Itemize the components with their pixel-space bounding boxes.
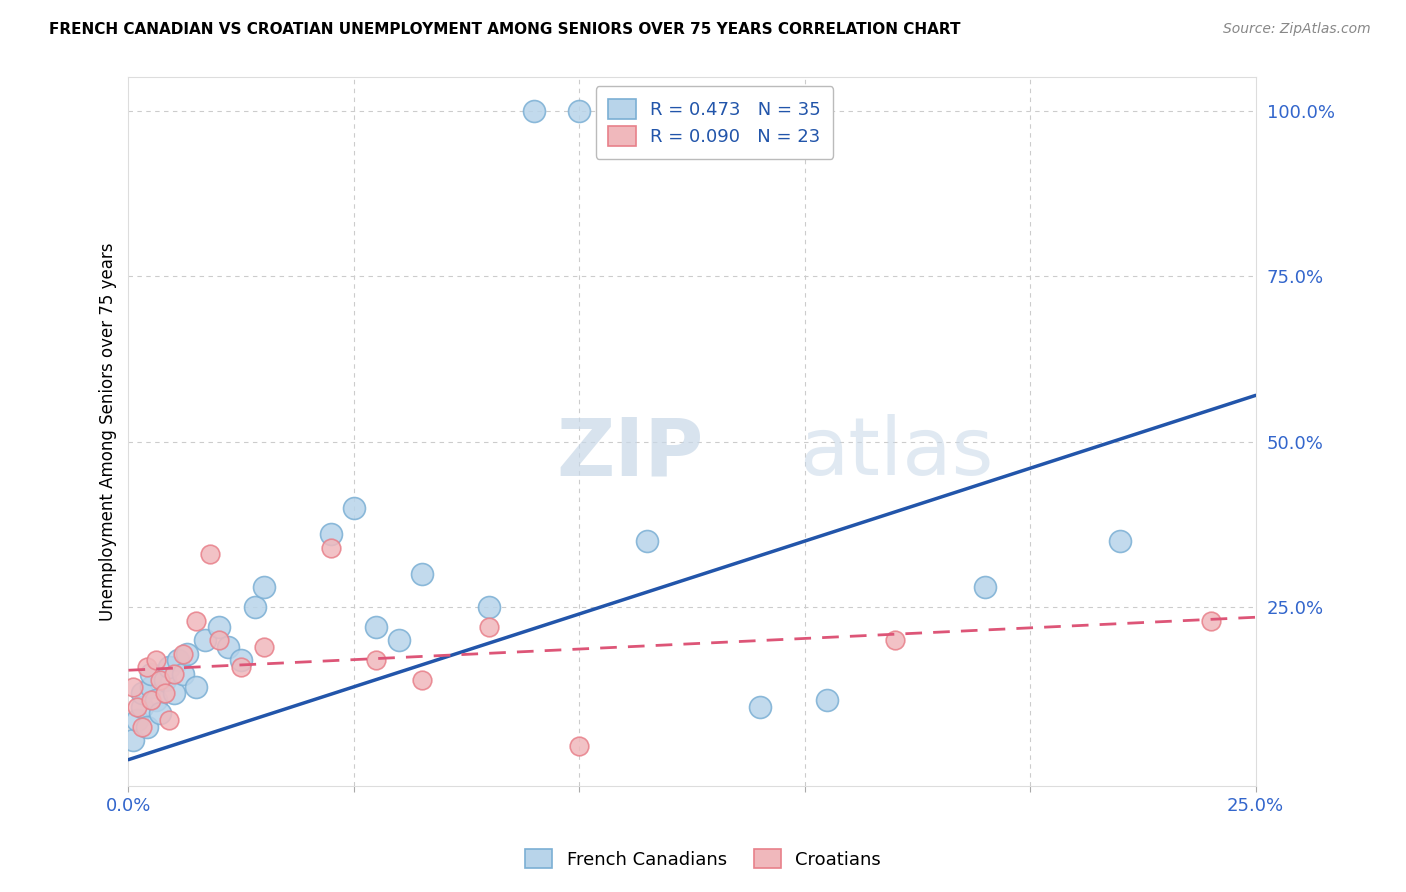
Point	[815, 693, 838, 707]
Point	[194, 633, 217, 648]
Point	[139, 666, 162, 681]
Point	[131, 699, 153, 714]
Point	[253, 581, 276, 595]
Point	[478, 600, 501, 615]
Point	[172, 666, 194, 681]
Point	[122, 732, 145, 747]
Point	[157, 660, 180, 674]
Point	[149, 706, 172, 721]
Point	[1109, 534, 1132, 549]
Text: Source: ZipAtlas.com: Source: ZipAtlas.com	[1223, 22, 1371, 37]
Point	[122, 680, 145, 694]
Point	[231, 653, 253, 667]
Point	[884, 633, 907, 648]
Point	[131, 719, 153, 733]
Point	[162, 686, 184, 700]
Point	[568, 103, 591, 118]
Point	[145, 693, 167, 707]
Point	[162, 666, 184, 681]
Point	[127, 699, 149, 714]
Point	[139, 693, 162, 707]
Point	[167, 653, 190, 667]
Point	[366, 653, 388, 667]
Point	[135, 660, 157, 674]
Point	[343, 500, 366, 515]
Point	[253, 640, 276, 654]
Point	[388, 633, 411, 648]
Point	[172, 647, 194, 661]
Point	[139, 680, 162, 694]
Text: FRENCH CANADIAN VS CROATIAN UNEMPLOYMENT AMONG SENIORS OVER 75 YEARS CORRELATION: FRENCH CANADIAN VS CROATIAN UNEMPLOYMENT…	[49, 22, 960, 37]
Point	[321, 541, 343, 555]
Text: atlas: atlas	[799, 414, 994, 492]
Point	[636, 534, 658, 549]
Point	[1199, 614, 1222, 628]
Point	[127, 713, 149, 727]
Point	[217, 640, 239, 654]
Point	[568, 739, 591, 754]
Point	[523, 103, 546, 118]
Point	[153, 686, 176, 700]
Point	[145, 653, 167, 667]
Point	[231, 660, 253, 674]
Legend: R = 0.473   N = 35, R = 0.090   N = 23: R = 0.473 N = 35, R = 0.090 N = 23	[596, 87, 834, 159]
Point	[149, 673, 172, 688]
Point	[974, 581, 997, 595]
Point	[131, 686, 153, 700]
Point	[184, 614, 207, 628]
Point	[478, 620, 501, 634]
Point	[748, 699, 770, 714]
Point	[411, 567, 433, 582]
Point	[153, 673, 176, 688]
Y-axis label: Unemployment Among Seniors over 75 years: Unemployment Among Seniors over 75 years	[100, 243, 117, 621]
Point	[243, 600, 266, 615]
Legend: French Canadians, Croatians: French Canadians, Croatians	[517, 841, 889, 876]
Point	[208, 620, 231, 634]
Point	[157, 713, 180, 727]
Point	[208, 633, 231, 648]
Point	[411, 673, 433, 688]
Point	[176, 647, 198, 661]
Point	[135, 719, 157, 733]
Point	[198, 547, 221, 561]
Text: ZIP: ZIP	[557, 414, 704, 492]
Point	[184, 680, 207, 694]
Point	[321, 527, 343, 541]
Point	[366, 620, 388, 634]
